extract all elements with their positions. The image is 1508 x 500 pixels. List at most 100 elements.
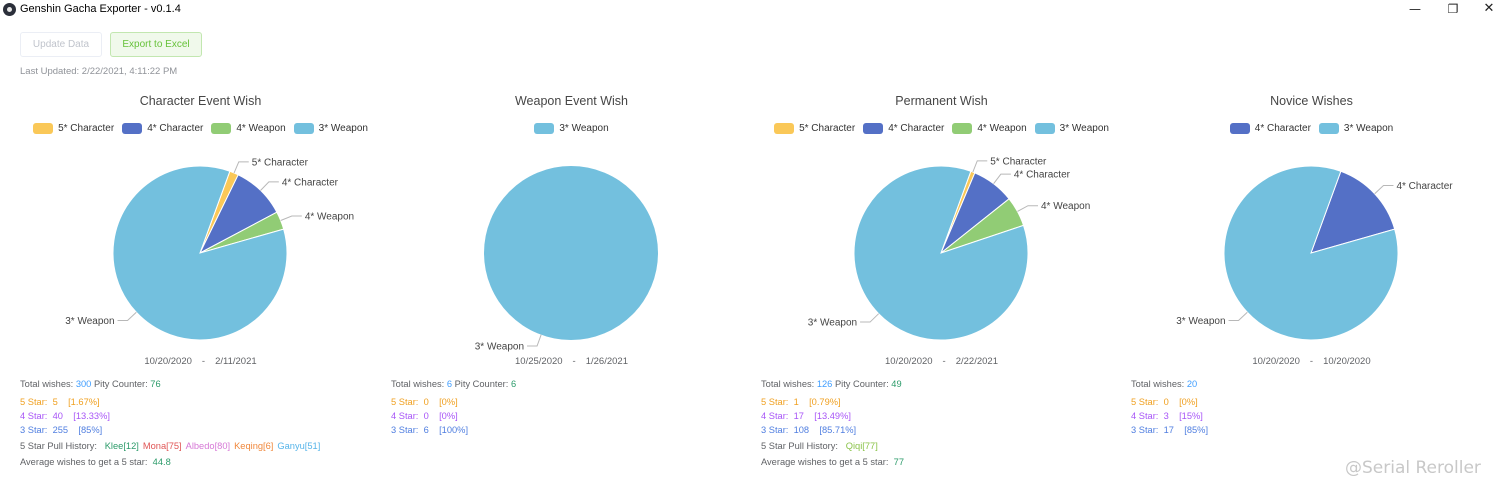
five-star-percent: [0%] [439, 397, 458, 407]
pity-value: 49 [891, 379, 902, 389]
label-leader-line [527, 334, 542, 347]
legend-label: 4* Weapon [977, 123, 1027, 134]
label-leader-line [280, 215, 302, 221]
three-star-label: 3 Star: [761, 425, 789, 435]
label-leader-line [1228, 311, 1248, 321]
legend-label: 3* Weapon [559, 123, 609, 134]
legend-item[interactable]: 4* Character [1229, 123, 1311, 134]
legend-label: 3* Weapon [1059, 123, 1109, 134]
chart-panel: Novice Wishes 4* Character 3* Weapon 4* Cha… [1123, 88, 1500, 488]
date-separator: - [201, 356, 206, 367]
date-range: 10/20/2020-10/20/2020 [1123, 356, 1500, 367]
export-to-excel-button[interactable]: Export to Excel [110, 32, 202, 57]
label-leader-line [1374, 185, 1394, 195]
five-star-count: 0 [423, 397, 429, 407]
pie-slice [484, 166, 658, 340]
pull-history-row: 5 Star Pull History: Qiqi[77] [761, 439, 904, 453]
date-from: 10/25/2020 [515, 356, 563, 367]
legend-label: 4* Character [1254, 123, 1311, 134]
minimize-button[interactable]: — [1409, 2, 1421, 16]
slice-label: 5* Character [252, 157, 309, 168]
total-label: Total wishes: [391, 379, 445, 389]
five-star-percent: [0.79%] [809, 397, 841, 407]
total-value: 20 [1186, 379, 1198, 389]
four-star-percent: [0%] [439, 411, 458, 421]
legend-label: 4* Character [147, 123, 204, 134]
pull-history-entry: Qiqi[77] [845, 441, 878, 451]
pull-history-label: 5 Star Pull History: [20, 441, 97, 451]
three-star-percent: [85%] [1184, 425, 1209, 435]
average-label: Average wishes to get a 5 star: [20, 457, 148, 467]
pie-chart: 4* Character 3* Weapon [1176, 165, 1453, 341]
restore-button[interactable]: ❐ [1447, 2, 1459, 16]
chart-title: Character Event Wish [139, 94, 262, 108]
label-leader-line [233, 161, 249, 174]
slice-label: 4* Character [282, 177, 339, 188]
pie-slice [853, 165, 1029, 341]
five-star-label: 5 Star: [20, 397, 48, 407]
last-updated-text: Last Updated: 2/22/2021, 4:11:22 PM [20, 66, 178, 77]
pull-history-entry: Klee[12] [104, 441, 139, 451]
slice-label: 4* Character [1014, 170, 1071, 181]
five-star-count: 1 [793, 397, 799, 407]
date-separator: - [942, 356, 946, 367]
pie-chart: 5* Character 4* Character 4* Weapon 3* Weap… [808, 156, 1090, 341]
pity-label: Pity Counter: [834, 379, 889, 389]
date-from: 10/20/2020 [885, 356, 933, 367]
total-row: Total wishes: 6 Pity Counter: 6 [391, 377, 516, 391]
app-logo-icon [3, 3, 16, 16]
three-star-count: 17 [1163, 425, 1174, 435]
five-star-label: 5 Star: [761, 397, 789, 407]
total-value: 6 [446, 379, 452, 389]
date-separator: - [1309, 356, 1314, 367]
four-star-count: 0 [423, 411, 429, 421]
five-star-row: 5 Star: 0 [0%] [1131, 395, 1208, 409]
slice-label: 5* Character [990, 156, 1047, 167]
legend-item[interactable]: 3* Weapon [1034, 123, 1109, 134]
legend-item[interactable]: 3* Weapon [534, 123, 609, 134]
pull-history-row: 5 Star Pull History: Klee[12] Mona[75] Alb… [20, 439, 324, 453]
date-from: 10/20/2020 [144, 356, 192, 367]
chart-panel: Permanent Wish 5* Character 4* Character 4*… [753, 88, 1130, 488]
legend-swatch [1318, 123, 1339, 134]
close-button[interactable]: ✕ [1483, 1, 1495, 16]
legend-item[interactable]: 4* Weapon [952, 123, 1027, 134]
pie-chart: 5* Character 4* Character 4* Weapon 3* Weap… [65, 157, 354, 341]
total-label: Total wishes: [20, 379, 74, 389]
label-leader-line [117, 311, 137, 321]
date-range: 10/25/2020-1/26/2021 [383, 356, 760, 367]
legend-swatch [122, 123, 143, 134]
chart-legend: 5* Character 4* Character 4* Weapon 3* Weap… [12, 123, 389, 134]
pull-history-entry: Ganyu[51] [277, 441, 321, 451]
legend-item[interactable]: 4* Character [863, 123, 944, 134]
legend-item[interactable]: 4* Weapon [211, 123, 286, 134]
three-star-row: 3 Star: 6 [100%] [391, 423, 516, 437]
legend-item[interactable]: 5* Character [774, 123, 855, 134]
five-star-label: 5 Star: [391, 397, 419, 407]
total-label: Total wishes: [761, 379, 815, 389]
legend-swatch [952, 123, 973, 134]
five-star-count: 0 [1163, 397, 1169, 407]
three-star-count: 255 [52, 425, 69, 435]
legend-label: 3* Weapon [318, 123, 368, 134]
update-data-button[interactable]: Update Data [20, 32, 102, 57]
three-star-label: 3 Star: [1131, 425, 1159, 435]
title-bar: Genshin Gacha Exporter - v0.1.4 — ❐ ✕ [0, 0, 1508, 20]
date-range: 10/20/2020-2/11/2021 [12, 356, 389, 367]
legend-item[interactable]: 3* Weapon [1318, 123, 1393, 134]
total-value: 300 [75, 379, 92, 389]
pity-value: 76 [150, 379, 161, 389]
legend-item[interactable]: 5* Character [33, 123, 114, 134]
legend-swatch [863, 123, 884, 134]
pull-history-entry: Keqing[6] [234, 441, 274, 451]
pity-label: Pity Counter: [454, 379, 509, 389]
four-star-row: 4 Star: 0 [0%] [391, 409, 516, 423]
pull-history-entry: Mona[75] [142, 441, 182, 451]
average-row: Average wishes to get a 5 star: 44.8 [20, 455, 324, 469]
legend-item[interactable]: 4* Character [122, 123, 203, 134]
legend-item[interactable]: 3* Weapon [293, 123, 368, 134]
date-to: 2/11/2021 [215, 356, 257, 367]
wish-stats: Total wishes: 300 Pity Counter: 76 5 Star… [20, 377, 324, 469]
five-star-row: 5 Star: 0 [0%] [391, 395, 516, 409]
legend-swatch [33, 123, 54, 134]
